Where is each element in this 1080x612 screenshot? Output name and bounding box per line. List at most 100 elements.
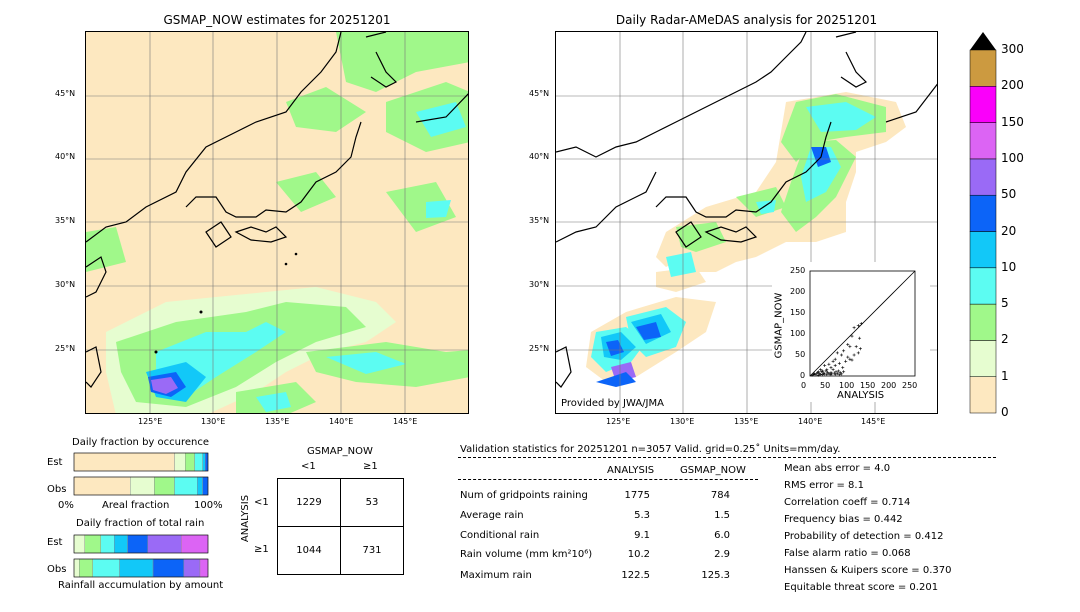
total-rain-est-seg-2 [100,534,115,554]
scatter-x-tick-200: 200 [881,381,897,390]
scatter-point-25 [837,369,841,373]
occurrence-obs-label: Obs [47,484,67,495]
stat-analysis-volume: 10.2 [627,549,650,560]
left-lat-45: 45°N [55,89,76,98]
right-lat-40: 40°N [529,152,550,161]
colorbar-segment-6 [969,158,997,196]
right-lat-30: 30°N [529,280,550,289]
left-map [85,31,469,414]
total-rain-est-frame [73,534,209,554]
total-rain-obs-seg-3 [119,558,154,578]
right-lon-125: 125°E [606,417,631,426]
scatter-x-tick-50: 50 [820,381,831,390]
occurrence-obs-seg-3 [174,476,198,496]
contingency-col-lt: <1 [301,461,316,472]
total-rain-est-label: Est [47,537,63,548]
total-rain-title: Daily fraction of total rain [76,518,205,529]
stat-label-conditional: Conditional rain [460,530,540,541]
validation-dash-line [458,457,996,458]
colorbar-label-100: 100 [1001,150,1024,165]
scatter-xlabel: ANALYSIS [837,390,885,401]
left-lon-145: 145°E [393,417,418,426]
colorbar-label-200: 200 [1001,78,1024,93]
colorbar-segment-9 [969,49,997,87]
scatter-point-26 [837,373,841,377]
validation-col-line [458,479,758,480]
validation-header: Validation statistics for 20251201 n=305… [460,444,841,455]
scatter-point-14 [825,372,829,376]
scatter-point-43 [856,351,860,355]
score-hk: Hanssen & Kuipers score = 0.370 [784,565,952,576]
stat-gsmap-average: 1.5 [714,510,730,521]
occurrence-obs-seg-4 [197,476,203,496]
scatter-point-44 [858,347,862,351]
colorbar-label-5: 5 [1001,296,1009,311]
score-rmse: RMS error = 8.1 [784,480,864,491]
stat-gsmap-conditional: 6.0 [714,530,730,541]
colorbar-label-50: 50 [1001,187,1017,202]
scatter-point-54 [848,345,852,349]
colorbar-label-0: 0 [1001,405,1009,419]
colorbar-extend-arrow [970,32,996,50]
scatter-point-42 [854,345,858,349]
scatter-point-49 [850,334,854,338]
stat-label-gridpoints: Num of gridpoints raining [460,490,588,501]
colorbar-segment-4 [969,231,997,269]
right-map-canvas [556,32,937,413]
scatter-point-36 [816,370,820,374]
contingency-cell-miss: 1044 [277,526,341,575]
total-rain-axis-label: Rainfall accumulation by amount [58,580,224,591]
scatter-point-32 [829,366,833,370]
scatter-point-20 [831,368,835,372]
scatter-point-38 [846,355,850,359]
total-rain-obs-seg-4 [152,558,185,578]
occurrence-obs-seg-1 [130,476,155,496]
colorbar-label-20: 20 [1001,223,1017,238]
scatter-point-53 [858,336,862,340]
right-lon-140: 140°E [798,417,823,426]
occurrence-obs-seg-0 [73,476,131,496]
occurrence-est-seg-4 [202,452,206,472]
colorbar-label-1: 1 [1001,368,1009,383]
score-bias: Frequency bias = 0.442 [784,514,903,525]
scatter-point-10 [821,373,825,377]
left-lon-140: 140°E [329,417,354,426]
validation-col-gsmap: GSMAP_NOW [680,465,746,476]
occurrence-est-seg-2 [185,452,195,472]
stat-label-volume: Rain volume (mm km²10⁶) [460,549,593,560]
scatter-point-28 [840,372,843,376]
score-far: False alarm ratio = 0.068 [784,548,911,559]
score-corr: Correlation coeff = 0.714 [784,497,911,508]
scatter-point-23 [834,370,838,374]
scatter-ylabel: GSMAP_NOW [773,292,785,359]
scatter-point-30 [842,370,846,374]
scatter-x-tick-250: 250 [902,381,918,390]
scatter-point-45 [833,357,837,361]
scatter-point-41 [852,353,856,357]
total-rain-chart [73,534,209,578]
occurrence-axis-right: 100% [194,500,223,511]
scatter-plot [809,270,916,377]
right-lon-145: 145°E [861,417,886,426]
scatter-point-55 [835,351,839,355]
right-lat-45: 45°N [529,89,550,98]
occurrence-est-seg-3 [194,452,203,472]
occurrence-est-seg-5 [205,452,209,472]
colorbar-label-300: 300 [1001,42,1024,56]
contingency-row-header: ANALYSIS [240,494,252,543]
scatter-point-8 [819,372,822,376]
colorbar-segment-1 [969,340,997,377]
colorbar-label-150: 150 [1001,114,1024,129]
total-rain-est-seg-1 [84,534,102,554]
right-map-title: Daily Radar-AMeDAS analysis for 20251201 [615,13,878,27]
scatter-point-56 [831,359,835,363]
right-lat-35: 35°N [529,216,550,225]
colorbar-segment-2 [969,303,997,341]
scatter-point-47 [842,349,846,353]
scatter-point-19 [830,372,834,376]
scatter-point-52 [859,322,863,325]
left-lon-125: 125°E [138,417,163,426]
occurrence-obs-frame [73,476,209,496]
left-lon-130: 130°E [201,417,226,426]
scatter-point-6 [816,373,820,377]
